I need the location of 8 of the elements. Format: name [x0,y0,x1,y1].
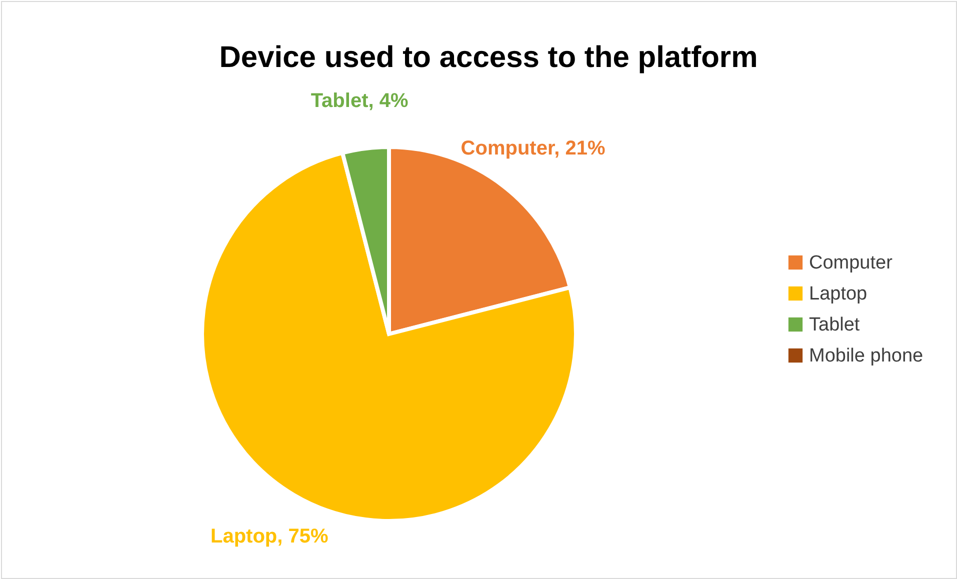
legend-label: Tablet [809,314,860,336]
data-label: Laptop, 75% [210,525,328,548]
data-label: Tablet, 4% [310,90,408,112]
data-label: Computer, 21% [460,137,606,160]
chart-title: Device used to access to the platform [219,41,758,74]
legend-label: Laptop [809,284,868,304]
legend-label: Mobile phone [809,346,924,366]
legend-label: Computer [809,252,894,274]
